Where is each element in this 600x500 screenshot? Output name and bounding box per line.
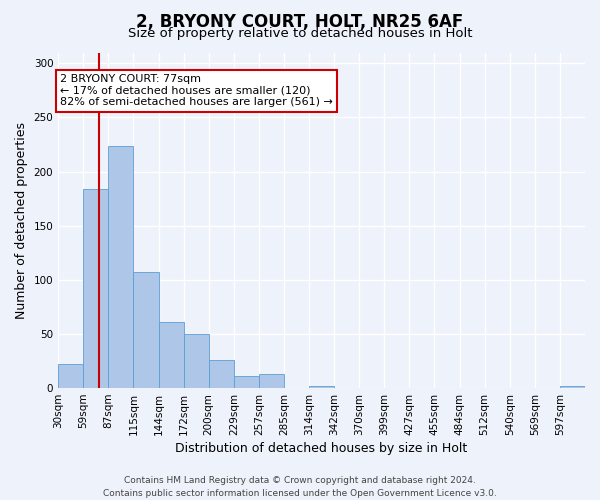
Bar: [184, 334, 209, 388]
Bar: [259, 374, 284, 388]
Bar: [560, 386, 585, 388]
Bar: [234, 376, 259, 388]
Text: 2 BRYONY COURT: 77sqm
← 17% of detached houses are smaller (120)
82% of semi-det: 2 BRYONY COURT: 77sqm ← 17% of detached …: [60, 74, 333, 108]
Text: Contains HM Land Registry data © Crown copyright and database right 2024.
Contai: Contains HM Land Registry data © Crown c…: [103, 476, 497, 498]
Bar: [109, 146, 133, 388]
Bar: [158, 322, 184, 388]
Text: Size of property relative to detached houses in Holt: Size of property relative to detached ho…: [128, 28, 472, 40]
Y-axis label: Number of detached properties: Number of detached properties: [15, 122, 28, 319]
Bar: [58, 364, 83, 388]
Bar: [83, 189, 109, 388]
Bar: [309, 386, 334, 388]
Text: 2, BRYONY COURT, HOLT, NR25 6AF: 2, BRYONY COURT, HOLT, NR25 6AF: [136, 12, 464, 30]
Bar: [133, 272, 158, 388]
Bar: [209, 360, 234, 388]
X-axis label: Distribution of detached houses by size in Holt: Distribution of detached houses by size …: [175, 442, 468, 455]
